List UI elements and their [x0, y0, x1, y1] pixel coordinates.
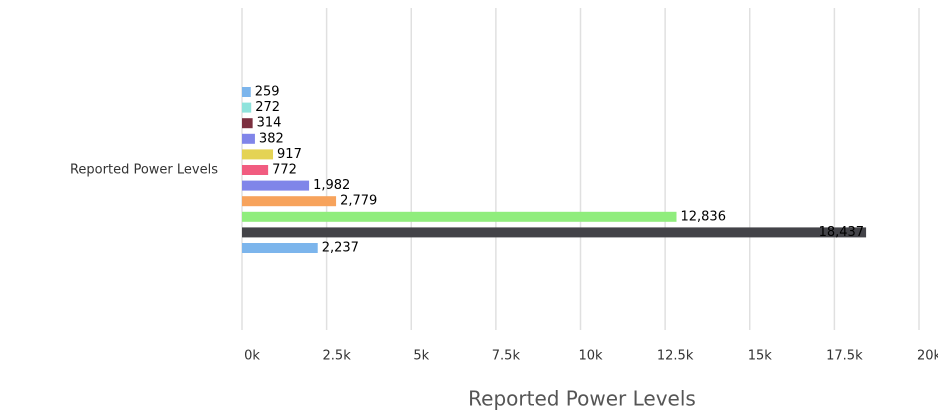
x-tick-label: 20k — [917, 349, 938, 364]
bar — [242, 211, 677, 222]
y-tick-label: Reported Power Levels — [70, 163, 218, 178]
x-tick-label: 17.5k — [826, 349, 863, 364]
bar — [242, 102, 252, 113]
x-tick-label: 2.5k — [323, 349, 352, 364]
bar — [242, 118, 253, 129]
bar — [242, 243, 318, 253]
data-label: 314 — [257, 116, 282, 131]
x-tick-label: 15k — [748, 349, 773, 364]
data-label: 259 — [255, 85, 280, 100]
bar — [242, 180, 310, 191]
x-tick-label: 7.5k — [492, 349, 521, 364]
data-label: 18,437 — [819, 225, 865, 240]
bar — [242, 133, 255, 144]
bar — [242, 149, 274, 160]
data-label: 12,836 — [680, 209, 726, 224]
data-label: 272 — [255, 100, 280, 115]
bar — [242, 87, 251, 97]
bar — [242, 227, 867, 238]
bar — [242, 196, 337, 207]
bar — [242, 165, 269, 175]
data-label: 917 — [277, 147, 302, 162]
x-tick-label: 12.5k — [657, 349, 694, 364]
data-label: 382 — [259, 131, 284, 146]
x-tick-label: 10k — [578, 349, 603, 364]
data-label: 772 — [272, 163, 297, 178]
data-label: 2,237 — [322, 241, 359, 256]
x-tick-label: 5k — [413, 349, 429, 364]
data-label: 1,982 — [313, 178, 350, 193]
data-label: 2,779 — [340, 194, 377, 209]
x-axis-title: Reported Power Levels — [468, 387, 696, 411]
x-tick-label: 0k — [244, 349, 260, 364]
